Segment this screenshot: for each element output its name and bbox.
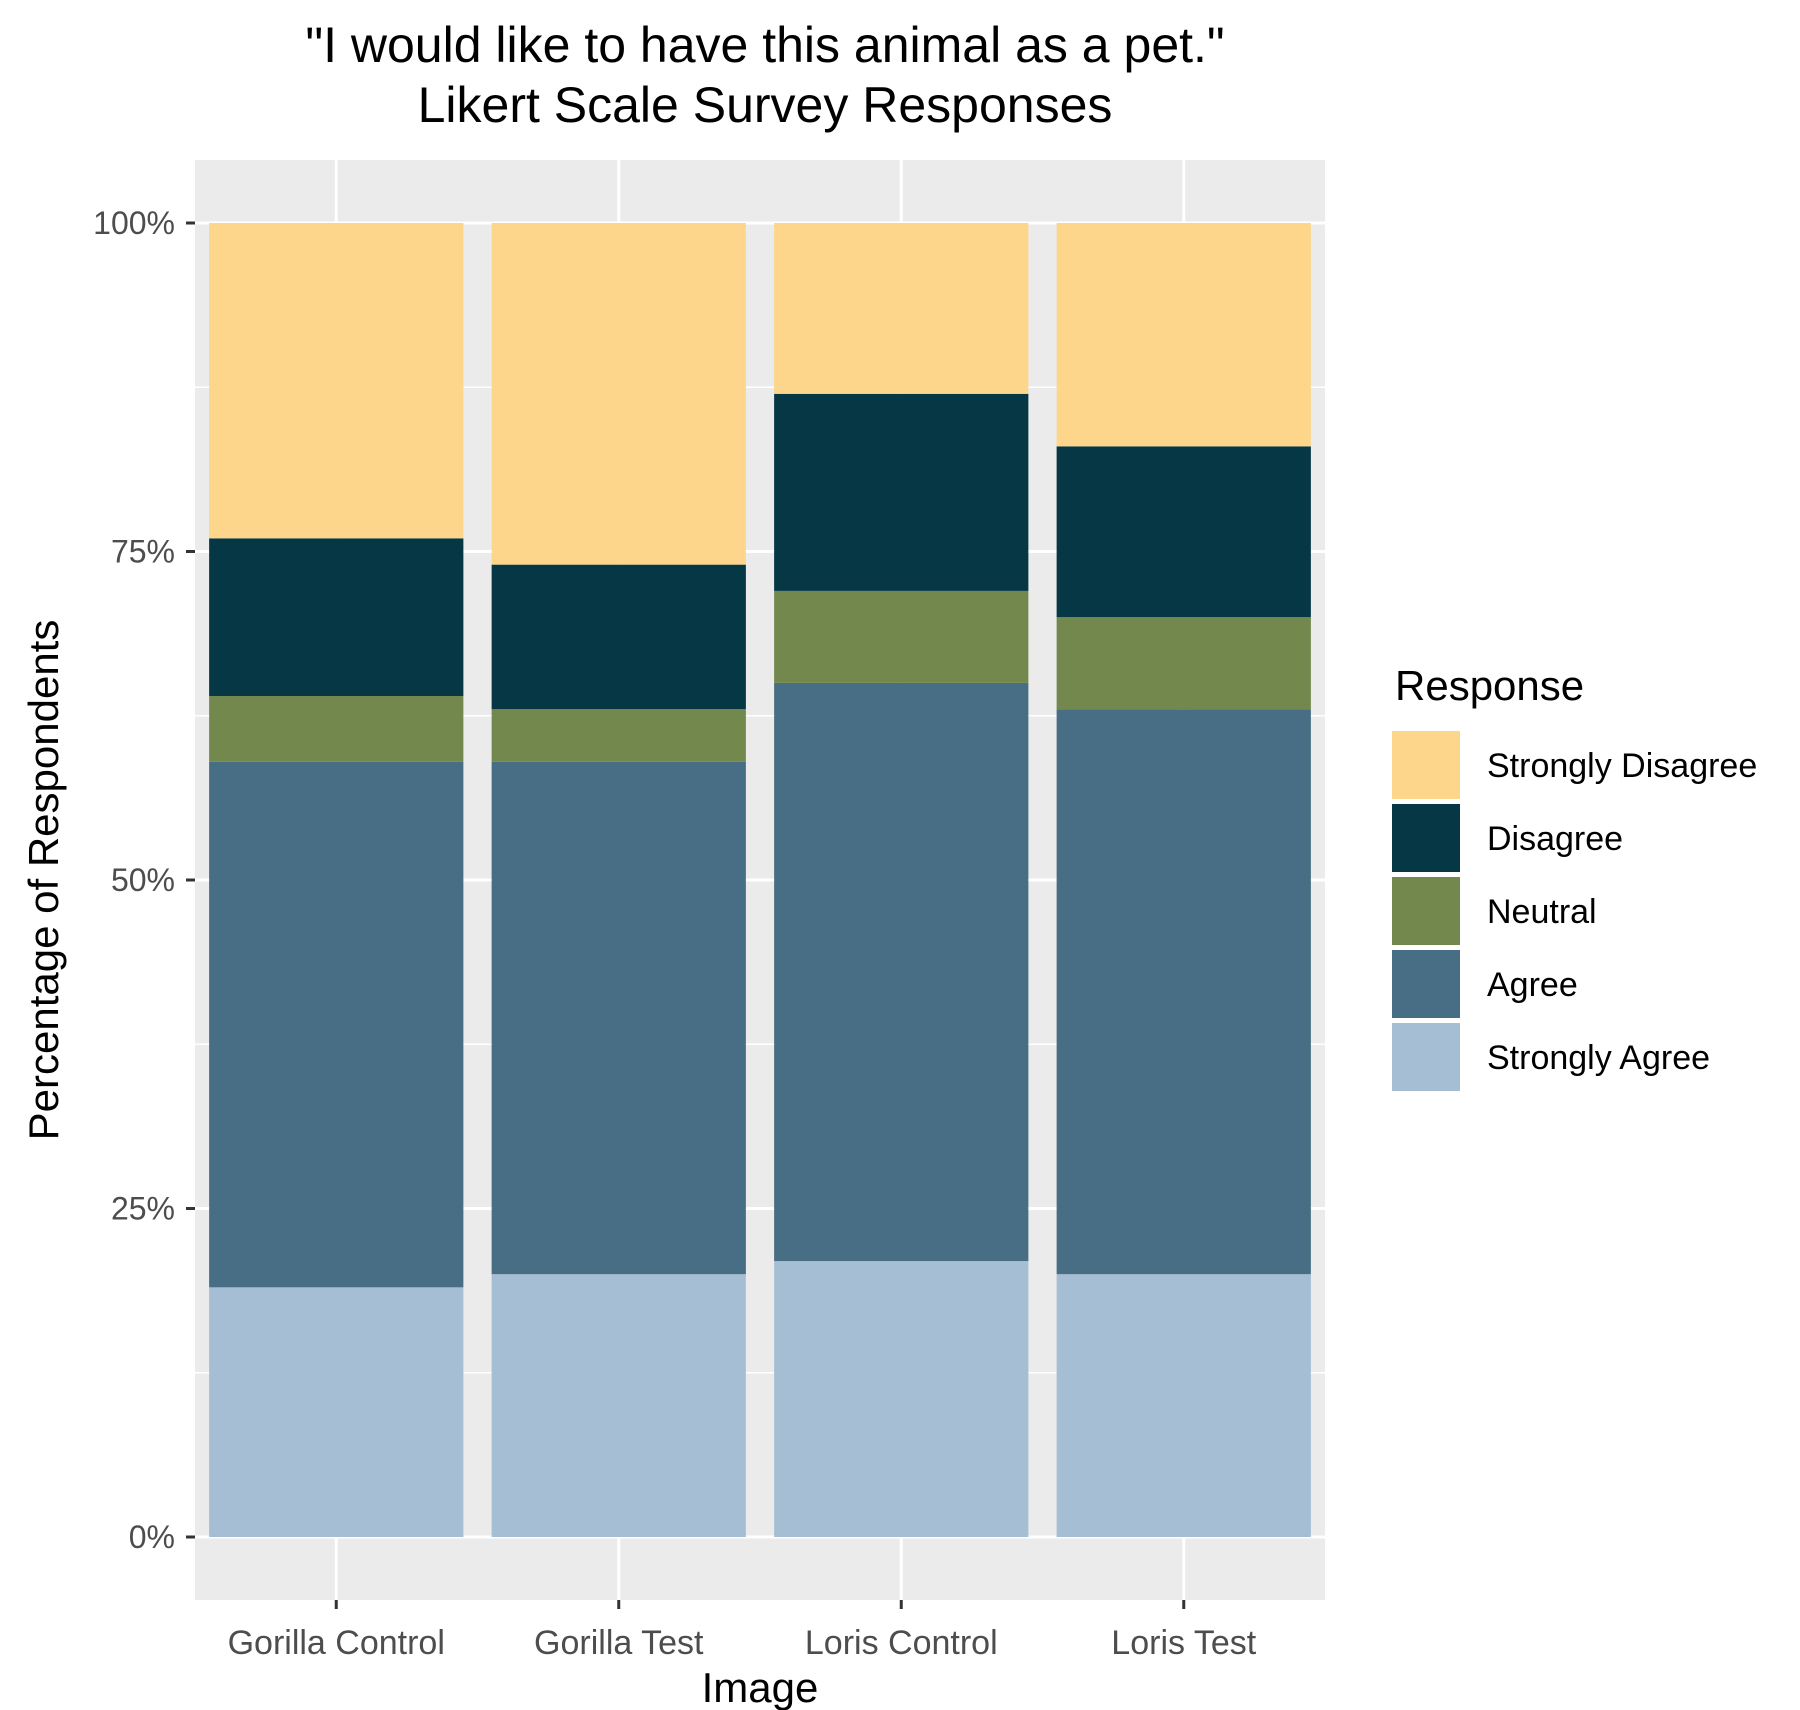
bar-neutral-gorilla-control: [209, 696, 464, 762]
bar-strongly-agree-loris-test: [1056, 1274, 1311, 1537]
y-tick-label: 25%: [111, 1191, 175, 1227]
chart-title-line1: "I would like to have this animal as a p…: [305, 17, 1224, 73]
x-tick-label: Loris Test: [1111, 1624, 1256, 1662]
bar-neutral-gorilla-test: [491, 709, 746, 762]
bar-agree-gorilla-test: [491, 761, 746, 1275]
x-tick-label: Gorilla Test: [534, 1624, 704, 1662]
bars: [209, 223, 1311, 1537]
legend-swatch: [1390, 875, 1462, 947]
x-axis-title: Image: [702, 1664, 819, 1710]
bar-disagree-gorilla-test: [491, 564, 746, 710]
bar-disagree-loris-control: [774, 393, 1029, 591]
bar-neutral-loris-control: [774, 590, 1029, 683]
bar-disagree-gorilla-control: [209, 538, 464, 697]
y-tick-label: 75%: [111, 534, 175, 570]
bar-disagree-loris-test: [1056, 446, 1311, 618]
y-tick-label: 0%: [129, 1519, 175, 1555]
y-tick-label: 50%: [111, 862, 175, 898]
y-tick-label: 100%: [93, 205, 175, 241]
legend-label: Strongly Disagree: [1487, 747, 1757, 785]
y-axis-title: Percentage of Respondents: [20, 620, 67, 1141]
legend-label: Strongly Agree: [1487, 1039, 1710, 1077]
bar-strongly-disagree-loris-test: [1056, 223, 1311, 447]
legend-label: Neutral: [1487, 893, 1597, 931]
bar-strongly-disagree-gorilla-test: [491, 223, 746, 565]
legend-swatch: [1390, 1021, 1462, 1093]
legend-swatch: [1390, 802, 1462, 874]
chart-title-line2: Likert Scale Survey Responses: [418, 77, 1113, 133]
x-axis: Gorilla Control Gorilla Test Loris Control…: [228, 1600, 1257, 1662]
bar-neutral-loris-test: [1056, 617, 1311, 710]
x-tick-label: Gorilla Control: [228, 1624, 445, 1662]
legend-swatch: [1390, 948, 1462, 1020]
bar-strongly-agree-gorilla-test: [491, 1274, 746, 1537]
bar-strongly-agree-loris-control: [774, 1261, 1029, 1537]
bar-strongly-agree-gorilla-control: [209, 1287, 464, 1537]
legend: Response Strongly Disagree Disagree Neutra…: [1390, 662, 1757, 1093]
y-axis: 0% 25% 50% 75% 100%: [93, 205, 195, 1555]
bar-strongly-disagree-loris-control: [774, 223, 1029, 394]
bar-agree-gorilla-control: [209, 761, 464, 1288]
x-tick-label: Loris Control: [805, 1624, 998, 1662]
bar-agree-loris-control: [774, 682, 1029, 1262]
bar-strongly-disagree-gorilla-control: [209, 223, 464, 539]
bar-agree-loris-test: [1056, 709, 1311, 1275]
legend-label: Disagree: [1487, 820, 1623, 858]
legend-label: Agree: [1487, 966, 1578, 1004]
legend-title: Response: [1395, 662, 1584, 709]
legend-swatch: [1390, 729, 1462, 801]
